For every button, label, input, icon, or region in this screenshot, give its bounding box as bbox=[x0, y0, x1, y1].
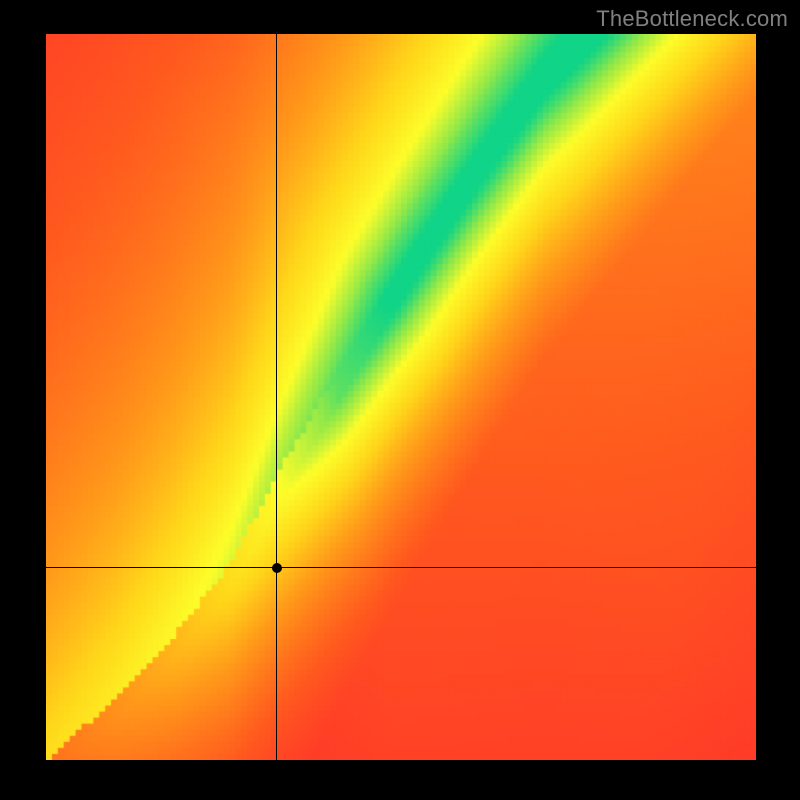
crosshair-marker bbox=[272, 563, 282, 573]
crosshair-horizontal bbox=[46, 567, 756, 568]
heatmap-canvas bbox=[46, 34, 756, 760]
attribution-text: TheBottleneck.com bbox=[596, 6, 788, 32]
heatmap-plot bbox=[46, 34, 756, 760]
crosshair-vertical bbox=[276, 34, 277, 760]
